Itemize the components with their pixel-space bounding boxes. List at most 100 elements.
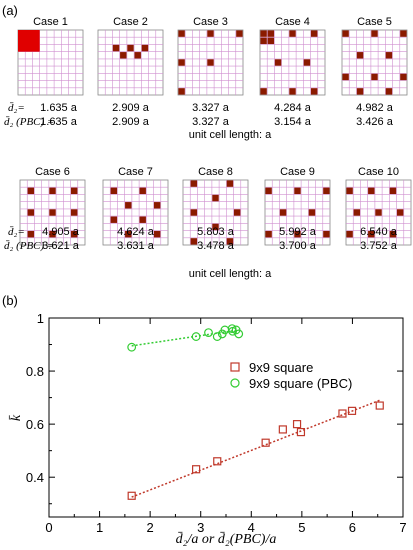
filled-cell [389,187,397,195]
filled-cell [279,209,287,216]
filled-cell [385,88,393,95]
filled-cell [260,37,267,45]
x-tick-label: 0 [45,520,52,535]
filled-cell [396,209,404,216]
data-point-circle [212,332,222,341]
case-d2pbc-value: 2.909 a [112,116,150,128]
filled-cell [70,230,78,238]
case-title: Case 10 [358,166,399,178]
filled-cell [294,230,301,238]
case-title: Case 1 [33,16,68,28]
data-point-square [375,401,384,410]
filled-cell [346,187,353,195]
filled-cell [190,180,198,187]
filled-cell [139,187,146,195]
filled-cell [112,44,120,52]
filled-cell [141,44,149,52]
y-tick-label: 0.8 [26,364,44,379]
grid-frame [341,29,408,96]
grid-frame [97,29,164,96]
legend-label: 9x9 square [249,360,313,375]
panel-a-label: (a) [2,3,18,18]
row1-d2pbc-label: d̄₂ (PBC) = [4,116,54,128]
filled-cell [70,209,78,216]
data-point-square [127,491,136,500]
x-tick-label: 3 [197,520,204,535]
x-tick-label: 7 [399,520,406,535]
row2-unit-note: unit cell length: a [189,268,272,280]
filled-cell [125,230,132,238]
filled-cell [356,52,364,59]
filled-cell [70,187,78,195]
legend-marker-circle [230,378,240,388]
filled-cell [125,202,132,209]
filled-cell [49,230,56,238]
filled-cell [27,187,35,195]
filled-cell [207,30,214,37]
filled-cell [289,88,296,95]
case-d2-value: 3.327 a [192,102,230,114]
filled-cell [323,187,330,195]
case-title: Case 3 [193,16,228,28]
case-texts: Case 1 1.635 a 1.635 a Case 2 2.909 a 2.909 a… [33,16,399,252]
case-d2pbc-value: 3.154 a [274,116,312,128]
filled-cell [236,30,243,37]
filled-cell [389,230,397,238]
data-point-circle [191,332,201,341]
filled-cell [49,187,56,195]
grid-case-9 [264,179,331,246]
x-tick-label: 5 [298,520,305,535]
filled-cell [212,194,219,202]
filled-cell [371,73,378,81]
filled-cell [289,30,296,37]
case-d2-value: 4.624 a [117,226,155,238]
filled-cell [260,88,267,95]
filled-cell [400,30,407,37]
case-d2-value: 6.540 a [360,226,398,238]
case-d2pbc-value: 3.327 a [192,116,230,128]
case-d2-value: 1.635 a [40,102,78,114]
case-d2-value: 4.982 a [356,102,394,114]
filled-cell [27,230,35,238]
x-axis-ticks: 0 1 2 3 4 5 6 7 [45,318,407,535]
filled-cell [127,44,134,52]
grids-row-1 [17,29,408,96]
case-d2pbc-value: 3.426 a [356,116,394,128]
filled-cell [274,59,282,66]
x-tick-label: 4 [248,520,255,535]
panel-b: (b) 0 1 2 3 4 5 6 7 0.4 0.6 0.8 1 d̄₂/a or d̄₂(PBC… [2,293,407,547]
filled-cell [207,59,214,66]
y-tick-label: 1 [37,311,44,326]
filled-cell [153,230,161,238]
y-axis-label: k̄ [8,414,24,421]
grid-case-5 [341,29,408,96]
case-title: Case 4 [275,16,310,28]
filled-cell [178,59,185,66]
x-axis-label: d̄₂/a or d̄₂(PBC)/a [176,531,277,547]
case-d2-value: 5.992 a [279,226,317,238]
filled-cell [265,230,272,238]
row2-d2-label: d̄₂= [8,226,25,238]
filled-cell [212,223,219,231]
case-d2-value: 4.284 a [274,102,312,114]
x-tick-label: 1 [96,520,103,535]
filled-cell [310,30,318,37]
case-d2pbc-value: 3.631 a [117,240,155,252]
filled-block [18,30,40,52]
filled-cell [226,238,234,245]
filled-cell [385,52,393,59]
grid-case-7 [102,179,169,246]
filled-cell [27,209,35,216]
filled-cell [110,216,118,223]
grid-case-1 [17,29,84,96]
case-d2-value: 4.905 a [42,226,80,238]
filled-cell [190,238,198,245]
case-title: Case 8 [198,166,233,178]
filled-cell [178,30,185,37]
y-tick-label: 0.4 [26,470,44,485]
filled-cell [356,88,364,95]
data-point-square [347,406,357,415]
case-d2pbc-value: 3.700 a [279,240,317,252]
case-d2-value: 5.803 a [197,226,235,238]
